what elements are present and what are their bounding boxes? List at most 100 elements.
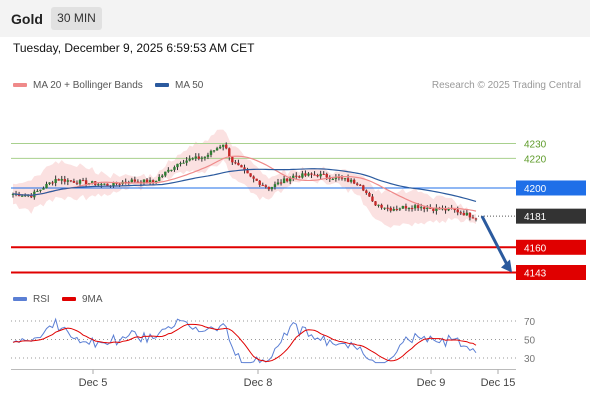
x-tick-label-dec-5: Dec 5 — [79, 377, 108, 389]
candle-body — [368, 193, 371, 197]
candle-body — [90, 181, 94, 184]
candle-body — [234, 162, 237, 164]
candle-body — [151, 180, 155, 183]
x-axis: Dec 5 Dec 8 Dec 9 Dec 15 — [11, 369, 516, 389]
candle-body — [346, 178, 350, 182]
level-box-4200 — [516, 180, 586, 196]
candle-body — [356, 183, 359, 185]
level-labels: 4230 4220 4200 4181 4160 4143 — [516, 140, 586, 280]
bollinger-band — [13, 129, 476, 228]
candle-body — [331, 178, 335, 180]
candle-body — [395, 209, 399, 211]
rsi-tick-70: 70 — [524, 317, 536, 328]
candle-body — [386, 207, 389, 209]
candle-body — [298, 176, 301, 178]
candle-body — [392, 209, 395, 211]
candle-body — [81, 180, 85, 182]
candle-body — [206, 154, 210, 157]
candle-body — [447, 207, 450, 211]
candle-body — [69, 180, 73, 182]
candle-body — [237, 162, 240, 166]
header-bar: Gold 30 MIN — [0, 0, 590, 37]
legend-ma50: MA 50 — [155, 80, 203, 91]
candle-body — [173, 167, 176, 170]
candle-body — [84, 180, 88, 185]
candle-body — [72, 180, 76, 183]
level-label-4143: 4143 — [524, 269, 547, 280]
legend-rsi: RSI — [13, 294, 50, 305]
forecast-arrow-head — [501, 259, 512, 273]
candle-body — [258, 180, 261, 185]
candle-body — [337, 177, 341, 179]
candle-body — [194, 156, 197, 159]
candle-body — [429, 207, 432, 209]
candle-body — [325, 173, 328, 178]
candle-body — [456, 209, 459, 213]
candle-body — [310, 173, 313, 175]
candle-body — [295, 175, 298, 177]
ma9-swatch — [62, 297, 76, 302]
copyright-text: Research © 2025 Trading Central — [431, 80, 581, 91]
level-label-4230: 4230 — [524, 140, 547, 151]
forecast-arrow — [480, 215, 512, 273]
candle-body — [407, 208, 411, 210]
legend-ma20-label: MA 20 + Bollinger Bands — [33, 80, 143, 91]
candle-body — [371, 196, 374, 202]
level-label-4220: 4220 — [524, 154, 547, 165]
candle-body — [45, 183, 48, 189]
candle-body — [112, 182, 115, 187]
ma20-line — [12, 155, 477, 212]
candle-body — [11, 193, 15, 195]
candle-body — [261, 184, 264, 186]
candle-body — [182, 162, 185, 164]
candle-body — [30, 195, 33, 198]
candle-body — [170, 169, 173, 171]
candle-body — [304, 173, 307, 176]
rsi-panel: 70 50 30 — [11, 317, 536, 365]
candle-body — [228, 148, 231, 157]
candle-body — [340, 177, 344, 179]
level-box-4181 — [516, 208, 586, 224]
candle-body — [142, 179, 146, 184]
candle-body — [212, 150, 216, 152]
level-box-4143 — [516, 265, 586, 280]
candle-body — [365, 190, 368, 194]
candle-body — [185, 160, 188, 163]
candle-body — [124, 181, 127, 183]
candle-body — [240, 165, 243, 168]
candle-body — [252, 176, 255, 179]
candle-body — [413, 205, 417, 209]
candle-body — [130, 179, 133, 183]
candle-body — [191, 158, 194, 160]
candle-body — [380, 204, 383, 208]
rsi-line — [12, 317, 477, 364]
candle-body — [410, 208, 414, 210]
candle-body — [158, 176, 161, 181]
moving-averages — [12, 155, 477, 212]
candle-body — [48, 182, 51, 184]
candle-body — [179, 163, 182, 165]
candle-body — [435, 207, 438, 211]
candle-body — [100, 183, 103, 185]
candle-body — [176, 163, 179, 168]
level-lines — [11, 143, 516, 274]
x-tick-label-dec-9: Dec 9 — [417, 377, 446, 389]
bollinger-band-area — [13, 129, 476, 228]
candle-body — [75, 182, 79, 184]
candle-body — [57, 179, 60, 181]
timeframe-badge[interactable]: 30 MIN — [51, 7, 102, 30]
level-box-4160 — [516, 239, 586, 255]
candle-body — [316, 174, 319, 177]
candle-body — [423, 207, 426, 209]
candle-body — [255, 178, 258, 181]
candle-body — [246, 170, 249, 174]
candle-body — [416, 205, 420, 209]
candle-body — [66, 180, 70, 182]
candle-body — [301, 173, 304, 178]
candle-body — [36, 190, 39, 192]
candle-body — [453, 209, 456, 211]
candle-body — [215, 148, 219, 151]
candle-body — [51, 182, 54, 184]
candle-body — [103, 183, 106, 185]
